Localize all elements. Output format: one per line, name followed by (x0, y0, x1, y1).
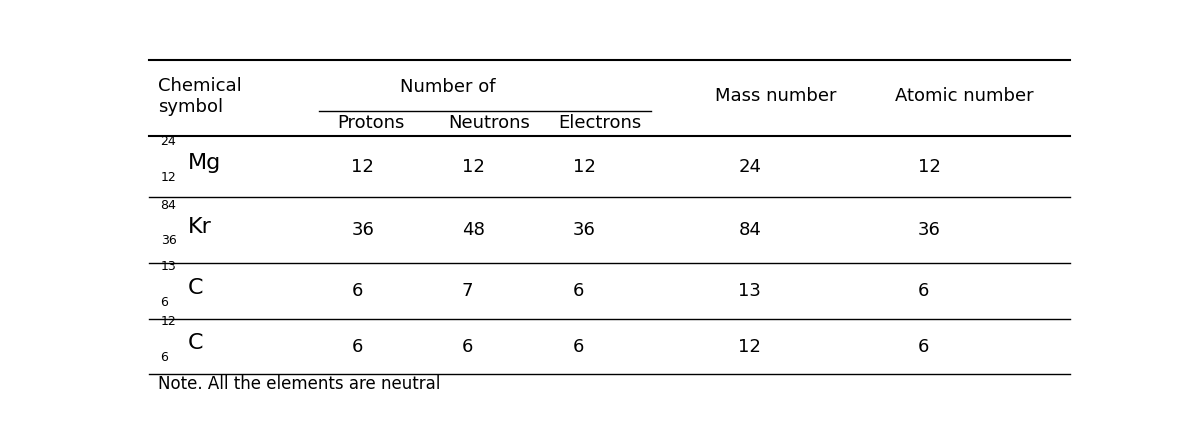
Text: 36: 36 (573, 221, 596, 239)
Text: 6: 6 (918, 338, 930, 355)
Text: 36: 36 (352, 221, 375, 239)
Text: 7: 7 (463, 283, 473, 300)
Text: 6: 6 (161, 295, 169, 309)
Text: 84: 84 (161, 198, 176, 212)
Text: 36: 36 (161, 235, 176, 247)
Text: 12: 12 (738, 338, 761, 355)
Text: Atomic number: Atomic number (895, 87, 1033, 105)
Text: 6: 6 (573, 283, 584, 300)
Text: 84: 84 (738, 221, 761, 239)
Text: 48: 48 (463, 221, 485, 239)
Text: 13: 13 (738, 283, 761, 300)
Text: 6: 6 (573, 338, 584, 355)
Text: Protons: Protons (338, 114, 405, 132)
Text: C: C (188, 333, 203, 353)
Text: 6: 6 (352, 283, 363, 300)
Text: 24: 24 (161, 135, 176, 148)
Text: 6: 6 (352, 338, 363, 355)
Text: 13: 13 (161, 260, 176, 273)
Text: Mass number: Mass number (716, 87, 837, 105)
Text: 12: 12 (918, 158, 940, 176)
Text: 12: 12 (573, 158, 596, 176)
Text: 12: 12 (463, 158, 485, 176)
Text: 12: 12 (352, 158, 375, 176)
Text: Electrons: Electrons (559, 114, 642, 132)
Text: Kr: Kr (188, 217, 212, 237)
Text: C: C (188, 278, 203, 298)
Text: Chemical
symbol: Chemical symbol (158, 77, 241, 116)
Text: 24: 24 (738, 158, 761, 176)
Text: Mg: Mg (188, 153, 221, 173)
Text: 36: 36 (918, 221, 940, 239)
Text: Number of: Number of (401, 78, 496, 96)
Text: Note. All the elements are neutral: Note. All the elements are neutral (158, 375, 440, 393)
Text: 6: 6 (918, 283, 930, 300)
Text: Neutrons: Neutrons (448, 114, 530, 132)
Text: 6: 6 (161, 351, 169, 364)
Text: 6: 6 (463, 338, 473, 355)
Text: 12: 12 (161, 171, 176, 184)
Text: 12: 12 (161, 315, 176, 328)
